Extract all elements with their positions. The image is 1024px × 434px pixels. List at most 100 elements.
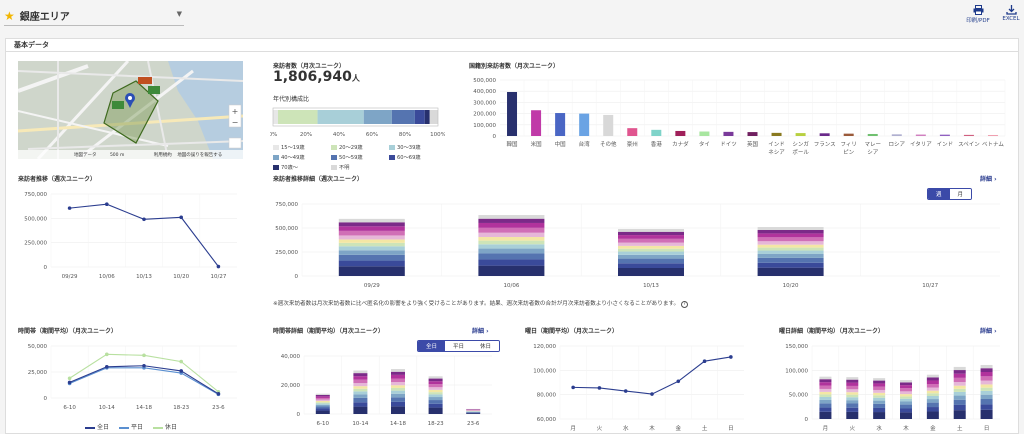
- toggle-all-days[interactable]: 全日: [418, 341, 446, 351]
- legend-marker: [119, 426, 130, 429]
- age-segment: [317, 110, 364, 124]
- excel-download-button[interactable]: EXCEL: [996, 5, 1024, 22]
- stack-segment: [757, 233, 824, 238]
- weekday-detail-link[interactable]: 詳細 ›: [980, 326, 997, 335]
- nationality-bar: [555, 113, 566, 136]
- age-legend-label: 50〜59歳: [339, 155, 363, 161]
- stack-segment: [338, 239, 405, 243]
- stack-segment: [953, 410, 966, 419]
- data-point: [729, 355, 733, 359]
- day-type-toggle: 全日 平日 休日: [417, 340, 501, 352]
- series-line: [69, 365, 219, 395]
- x-tick-label: 10/13: [643, 283, 659, 289]
- x-tick-label: 23-6: [212, 405, 225, 411]
- hourly-legend-label: 平日: [131, 424, 144, 431]
- stack-segment: [618, 263, 684, 269]
- stack-segment: [478, 265, 545, 276]
- stack-segment: [391, 406, 405, 414]
- stack-segment: [618, 235, 684, 239]
- data-point: [179, 215, 183, 220]
- y-tick-label: 60,000: [537, 417, 557, 423]
- x-tick-label: マレー: [864, 141, 881, 148]
- stack-segment: [618, 228, 684, 232]
- stack-segment: [873, 389, 886, 393]
- stack-segment: [757, 253, 824, 258]
- stack-segment: [466, 412, 481, 413]
- top-bar: ★ 銀座エリア ▼ 印刷/PDF EXCEL: [0, 0, 1024, 38]
- age-segment: [429, 110, 438, 124]
- stack-segment: [315, 410, 330, 414]
- stack-segment: [953, 388, 966, 392]
- stack-segment: [315, 401, 330, 403]
- toggle-weekdays[interactable]: 平日: [445, 341, 473, 351]
- weekly-detail-link[interactable]: 詳細 ›: [980, 174, 997, 183]
- x-tick-label: インド: [937, 142, 954, 148]
- area-map[interactable]: + − 地図データ 500 m 利用規約 地図の誤りを報告する: [18, 61, 243, 159]
- stack-segment: [757, 237, 824, 242]
- stack-segment: [338, 230, 405, 236]
- stack-segment: [846, 377, 859, 380]
- data-point: [623, 389, 628, 393]
- stack-segment: [980, 380, 993, 385]
- stack-segment: [618, 251, 684, 255]
- map-terms-link[interactable]: 利用規約: [153, 153, 172, 158]
- x-tick-label: 09/29: [62, 274, 78, 280]
- data-point: [179, 369, 183, 373]
- stack-segment: [353, 394, 368, 398]
- stack-segment: [618, 238, 684, 243]
- stack-segment: [900, 408, 912, 413]
- y-tick-label: 0: [44, 396, 48, 402]
- stack-segment: [353, 379, 368, 384]
- stack-segment: [315, 403, 330, 405]
- stack-segment: [953, 377, 966, 383]
- x-tick-label: 6-10: [63, 405, 76, 411]
- x-tick-label: 18-23: [173, 405, 189, 411]
- x-tick-label: 木: [903, 424, 909, 432]
- nationality-bar: [579, 113, 590, 136]
- data-point: [702, 359, 707, 364]
- map-report-link[interactable]: 地図の誤りを報告する: [177, 153, 223, 158]
- age-legend-item: 15〜19歳: [273, 144, 331, 151]
- x-tick-label: 10-14: [352, 421, 368, 427]
- x-tick-label: ベトナム: [982, 141, 1004, 148]
- hourly-legend-item[interactable]: 全日: [85, 424, 109, 431]
- stack-segment: [353, 402, 368, 407]
- x-tick-label: フィリ: [840, 141, 856, 148]
- x-tick-label: 中国: [555, 140, 567, 148]
- y-tick-label: 0: [805, 417, 809, 423]
- toggle-month[interactable]: 月: [949, 189, 972, 199]
- area-selector[interactable]: ★ 銀座エリア ▼: [4, 6, 184, 26]
- stack-segment: [618, 254, 684, 259]
- hourly-legend-item[interactable]: 休日: [153, 424, 177, 431]
- stack-segment: [900, 394, 912, 397]
- stack-segment: [338, 242, 405, 247]
- help-icon[interactable]: ?: [680, 301, 688, 308]
- y-tick-label: 50,000: [28, 344, 48, 350]
- stack-segment: [953, 395, 966, 400]
- stack-segment: [428, 389, 443, 393]
- y-tick-label: 500,000: [275, 226, 298, 232]
- x-tick-label: 10/06: [99, 274, 115, 280]
- weekly-note-text: ※週次来訪者数は月次来訪者数に比べ匿名化の影響をより強く受けることがあります。結…: [273, 301, 680, 307]
- hourly-legend-item[interactable]: 平日: [119, 424, 143, 431]
- visitors-value: 1,806,940: [273, 69, 352, 85]
- stack-segment: [900, 401, 912, 405]
- age-axis-tick: 100%: [430, 132, 445, 138]
- toggle-week[interactable]: 週: [928, 189, 950, 199]
- x-tick-label: 23-6: [467, 421, 480, 427]
- stack-segment: [428, 378, 443, 382]
- toggle-holidays[interactable]: 休日: [472, 341, 500, 351]
- hourly-detail-label: 時間帯詳細（期間平均）（月次ユニーク）: [273, 328, 385, 335]
- legend-swatch: [331, 145, 337, 150]
- print-pdf-button[interactable]: 印刷/PDF: [963, 5, 993, 24]
- stack-segment: [980, 364, 993, 369]
- stack-segment: [478, 236, 545, 241]
- stack-segment: [428, 394, 443, 398]
- chevron-down-icon: ▼: [176, 10, 182, 18]
- stack-segment: [391, 390, 405, 394]
- stack-segment: [338, 218, 405, 223]
- x-tick-label: 14-18: [136, 405, 152, 411]
- weekly-label: 来訪者推移（週次ユニーク）: [18, 176, 97, 183]
- hourly-detail-link[interactable]: 詳細 ›: [472, 326, 489, 335]
- star-icon[interactable]: ★: [4, 8, 15, 23]
